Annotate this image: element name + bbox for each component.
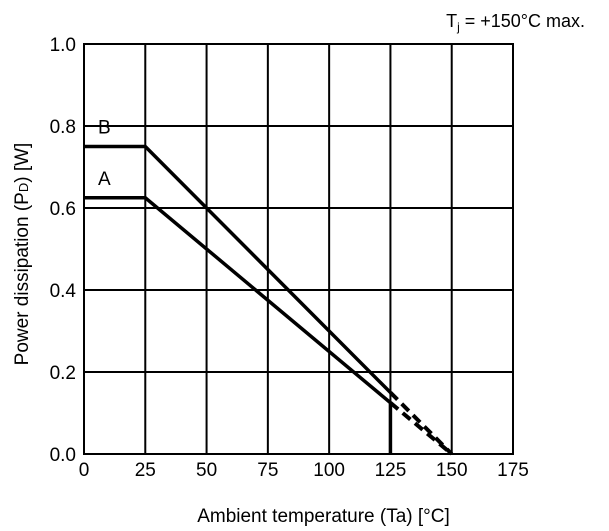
series-line-a: [84, 196, 393, 454]
y-tick-label: 0.0: [50, 445, 76, 466]
x-tick-label: 175: [497, 460, 529, 481]
y-axis-label: Power dissipation (PD) [W]: [12, 143, 33, 366]
x-tick-label: 75: [257, 460, 278, 481]
y-tick-label: 0.8: [50, 117, 76, 138]
series-lines: AB: [84, 118, 454, 456]
y-tick-label: 1.0: [50, 35, 76, 56]
series-line-b: [84, 144, 392, 394]
y-tick-label: 0.4: [50, 281, 77, 302]
grid: [83, 43, 514, 455]
x-axis-label: Ambient temperature (Ta) [°C]: [197, 506, 450, 527]
x-tick-label: 0: [79, 460, 90, 481]
tick-labels: 0 25 50 75 100 125 150 175 0.0 0.2 0.4 0.6 0.8 1.0: [50, 35, 529, 481]
y-tick-label: 0.2: [50, 363, 76, 384]
series-extrapolation-b: [389, 391, 454, 456]
condition-note: Tj = +150°C max.: [446, 11, 585, 34]
y-tick-label: 0.6: [50, 199, 76, 220]
series-label-a: A: [98, 169, 111, 190]
x-tick-label: 125: [375, 460, 407, 481]
x-tick-label: 100: [313, 460, 345, 481]
axis-labels: Ambient temperature (Ta) [°C] Power dissi…: [12, 11, 585, 527]
x-tick-label: 50: [196, 460, 217, 481]
plot-frame: [83, 43, 514, 455]
series-label-b: B: [98, 118, 111, 139]
x-tick-label: 25: [135, 460, 156, 481]
series-extrapolation-a: [389, 401, 453, 456]
x-tick-label: 150: [436, 460, 468, 481]
